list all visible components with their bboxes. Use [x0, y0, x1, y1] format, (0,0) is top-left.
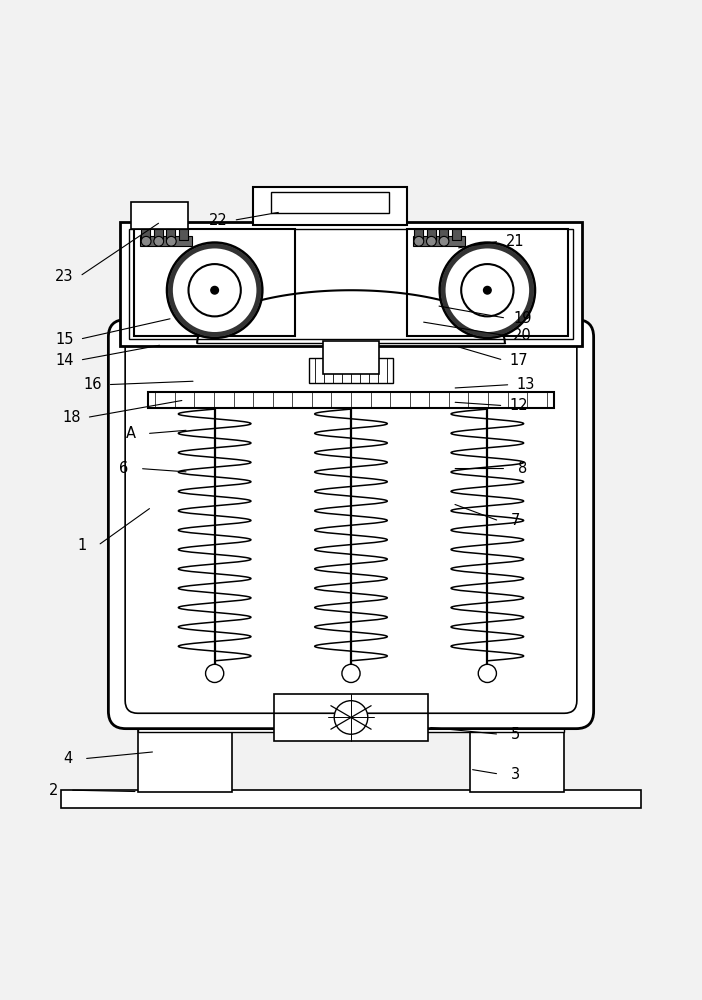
Bar: [138, 729, 232, 792]
Circle shape: [206, 664, 224, 682]
Bar: [138, 720, 564, 732]
Text: 7: 7: [510, 513, 520, 528]
Text: 22: 22: [208, 213, 227, 228]
Text: 12: 12: [510, 398, 528, 413]
Circle shape: [141, 236, 151, 246]
Bar: [414, 229, 423, 240]
Bar: [427, 229, 436, 240]
Bar: [141, 229, 150, 240]
Bar: [166, 229, 176, 240]
Circle shape: [439, 236, 449, 246]
Text: 5: 5: [510, 727, 520, 742]
Bar: [148, 392, 554, 408]
Circle shape: [342, 664, 360, 682]
Bar: [253, 187, 407, 225]
Text: 1: 1: [77, 538, 86, 553]
Text: 14: 14: [55, 353, 74, 368]
Circle shape: [189, 264, 241, 316]
Text: 4: 4: [63, 751, 72, 766]
Bar: [154, 229, 163, 240]
Text: 15: 15: [55, 332, 74, 347]
Text: 13: 13: [517, 377, 535, 392]
Circle shape: [484, 286, 491, 294]
Bar: [274, 694, 428, 741]
Circle shape: [414, 236, 424, 246]
FancyBboxPatch shape: [108, 320, 594, 729]
Circle shape: [427, 236, 437, 246]
Text: 21: 21: [506, 234, 524, 249]
Circle shape: [166, 236, 176, 246]
Bar: [61, 790, 641, 808]
Text: A: A: [126, 426, 135, 441]
Text: 6: 6: [119, 461, 128, 476]
Bar: [134, 229, 295, 336]
Bar: [309, 358, 393, 383]
Bar: [140, 236, 192, 246]
Text: 23: 23: [55, 269, 74, 284]
Text: 19: 19: [513, 311, 531, 326]
Bar: [451, 229, 461, 240]
Bar: [323, 341, 379, 374]
Text: 16: 16: [83, 377, 102, 392]
Bar: [270, 192, 390, 213]
Bar: [128, 229, 574, 339]
Bar: [470, 729, 564, 792]
Circle shape: [167, 243, 263, 338]
Text: 8: 8: [517, 461, 527, 476]
Bar: [407, 229, 568, 336]
Bar: [120, 222, 582, 346]
Circle shape: [478, 664, 496, 682]
Bar: [413, 236, 465, 246]
Text: 2: 2: [49, 783, 58, 798]
Bar: [179, 229, 188, 240]
Circle shape: [334, 701, 368, 734]
Bar: [439, 229, 448, 240]
Circle shape: [439, 243, 535, 338]
Circle shape: [461, 264, 513, 316]
Text: 18: 18: [62, 410, 81, 425]
Text: 17: 17: [510, 353, 528, 368]
Bar: [131, 202, 188, 229]
Circle shape: [211, 286, 218, 294]
Circle shape: [154, 236, 164, 246]
Text: 20: 20: [513, 328, 531, 343]
Text: 3: 3: [511, 767, 520, 782]
